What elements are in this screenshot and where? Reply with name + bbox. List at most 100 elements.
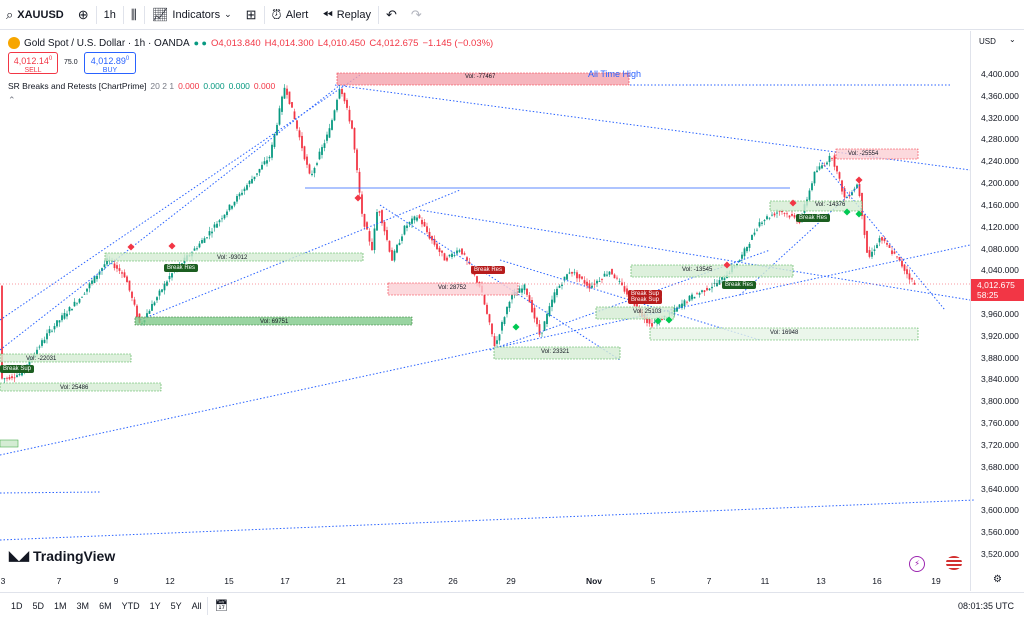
volume-zone <box>387 282 519 296</box>
signal-diamond <box>354 194 362 202</box>
candle-body <box>578 274 581 279</box>
candle-body <box>541 332 543 334</box>
candle-body <box>751 234 753 240</box>
time-tick: 16 <box>872 576 882 586</box>
buy-button[interactable]: 4,012.890 BUY <box>84 52 136 74</box>
legend-low: L4,010.450 <box>317 37 366 49</box>
market-status-icon: ● ● <box>193 38 207 48</box>
signal-label: Break Sup <box>628 296 663 304</box>
candle-body <box>13 377 16 379</box>
candle-body <box>876 244 878 249</box>
candle-body <box>686 301 688 303</box>
time-tick: 15 <box>224 576 234 586</box>
price-tick: 4,400.000 <box>981 69 1019 79</box>
candle-body <box>48 329 51 334</box>
sell-price-sup: 0 <box>48 56 53 62</box>
candle-body <box>463 253 466 255</box>
volume-zone-label: Vol: 25103 <box>633 309 662 315</box>
clock[interactable]: 08:01:35 UTC <box>957 600 1014 611</box>
indicator-value-1: 0.000 <box>178 81 200 91</box>
candle-body <box>761 222 763 224</box>
candle-body <box>816 170 818 173</box>
indicator-value-4: 0.000 <box>253 81 276 91</box>
timeframe-button[interactable]: YTD <box>121 600 140 611</box>
candle-body <box>126 276 128 283</box>
date-range-button[interactable]: 📅︎ <box>208 591 236 621</box>
candle-body <box>231 205 233 209</box>
candle-body <box>73 301 76 307</box>
indicators-icon: 📈︎ <box>151 6 169 22</box>
candle-body <box>563 276 566 281</box>
candle-body <box>221 218 223 220</box>
candle-body <box>841 180 843 192</box>
candle-body <box>556 288 558 296</box>
timeframe-button[interactable]: 5D <box>32 600 45 611</box>
candle-body <box>166 281 168 286</box>
settings-icon[interactable]: ⚙︎ <box>993 574 1002 585</box>
tradingview-logo-text: TradingView <box>33 548 116 564</box>
divider <box>143 5 145 24</box>
candle-body <box>678 304 681 308</box>
candle-body <box>743 248 746 257</box>
candle-body <box>43 339 46 343</box>
currency-label[interactable]: USD <box>979 37 996 46</box>
timeframe-button[interactable]: 1M <box>54 600 67 611</box>
candle-body <box>378 211 381 213</box>
alert-button[interactable]: ⏰︎ Alert <box>265 0 316 30</box>
chart-type-button[interactable]: ⫼ <box>124 0 144 30</box>
trend-line <box>739 184 861 296</box>
timeframe-button[interactable]: 6M <box>99 600 112 611</box>
collapse-legend-icon[interactable]: ⌃ <box>8 95 16 105</box>
candle-body <box>781 210 783 213</box>
candle-body <box>91 280 93 284</box>
sell-button[interactable]: 4,012.140 SELL <box>8 52 58 74</box>
candle-body <box>66 313 68 317</box>
timeframe-button[interactable]: All <box>191 600 202 611</box>
replay-button[interactable]: ⏪︎ Replay <box>315 0 378 30</box>
candle-body <box>476 276 478 283</box>
price-chart[interactable] <box>0 31 1024 591</box>
candle-body <box>768 217 771 219</box>
undo-button[interactable]: ↶ <box>379 0 404 30</box>
price-axis[interactable]: USD ⌄ 4,400.000 4,360.000 4,320.000 4,280.0… <box>970 31 1024 591</box>
candle-body <box>696 293 698 295</box>
candle-body <box>568 272 571 274</box>
price-tick: 4,360.000 <box>981 90 1019 101</box>
timeframe-button[interactable]: 3M <box>76 600 90 611</box>
candle-body <box>343 92 346 102</box>
candle-body <box>626 288 628 295</box>
candle-body <box>836 165 838 172</box>
candle-body <box>268 156 271 159</box>
candle-body <box>413 216 416 221</box>
redo-button[interactable]: ↷ <box>404 0 429 30</box>
candle-body <box>878 238 881 243</box>
candle-body <box>508 301 511 309</box>
timeframe-button[interactable]: 5Y <box>170 600 182 611</box>
candle-body <box>763 220 766 222</box>
price-tick: 3,800.000 <box>981 396 1019 407</box>
symbol-search[interactable]: ⌕ XAUUSD <box>0 0 71 30</box>
currency-chevron-icon: ⌄ <box>1009 35 1016 44</box>
candle-body <box>736 263 738 266</box>
tradingview-logo[interactable]: ◣◢ TradingView <box>9 548 115 564</box>
candle-body <box>591 285 593 288</box>
candle-body <box>691 294 693 300</box>
volume-zone-label: Vol: -22031 <box>26 356 57 362</box>
candle-body <box>98 271 101 275</box>
candle-body <box>651 323 653 327</box>
lightning-icon[interactable]: ⚡︎ <box>909 556 925 572</box>
timeframe-button[interactable]: 1D <box>11 600 23 611</box>
us-flag-icon[interactable] <box>946 556 962 570</box>
compare-button[interactable]: ⊕ <box>71 0 96 30</box>
layouts-button[interactable]: ⊞ <box>239 0 264 30</box>
candle-body <box>368 231 371 242</box>
indicators-button[interactable]: 📈︎ Indicators ⌄ <box>145 0 239 30</box>
candle-body <box>856 184 858 189</box>
candle-body <box>416 217 418 221</box>
candle-body <box>891 250 893 254</box>
time-tick: Nov <box>585 576 603 586</box>
time-tick: 23 <box>393 576 403 586</box>
timeframe-button[interactable]: 1Y <box>149 600 161 611</box>
candle-body <box>418 215 421 219</box>
interval-button[interactable]: 1h <box>103 8 116 21</box>
